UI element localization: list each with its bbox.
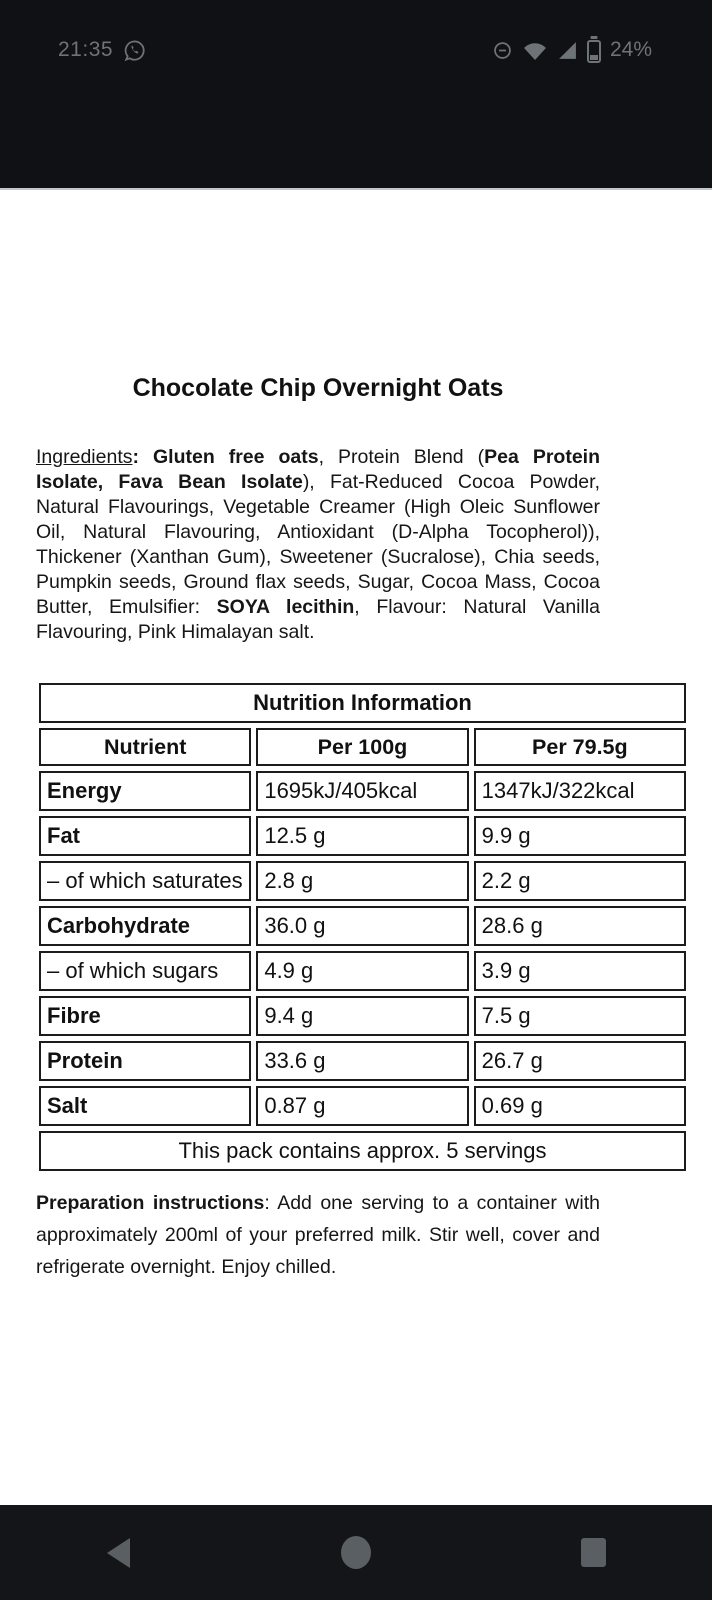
table-header-row: Nutrient Per 100g Per 79.5g	[39, 728, 686, 766]
per-100g-cell: 9.4 g	[256, 996, 469, 1036]
per-serving-cell: 26.7 g	[473, 1041, 686, 1081]
text-segment: ), Fat-Reduced Cocoa Powder, Natural Fla…	[36, 471, 600, 618]
battery-icon	[586, 40, 601, 63]
page-title: Chocolate Chip Overnight Oats	[132, 374, 504, 402]
home-icon	[340, 1536, 371, 1569]
wifi-icon	[522, 40, 548, 61]
nutrient-cell: Fibre	[39, 996, 252, 1036]
nutrient-cell: Carbohydrate	[39, 906, 252, 946]
nutrient-cell: Salt	[39, 1086, 252, 1126]
text-segment: Gluten free oats	[152, 446, 319, 468]
back-button[interactable]	[84, 1518, 154, 1588]
table-row: Protein 33.6 g 26.7 g	[39, 1041, 686, 1081]
per-100g-cell: 36.0 g	[256, 906, 469, 946]
table-row: – of which sugars 4.9 g 3.9 g	[39, 951, 686, 991]
status-area: 21:35	[0, 0, 712, 190]
nav-slot-back	[0, 1518, 237, 1588]
do-not-disturb-icon	[492, 40, 513, 61]
ingredients-paragraph: Ingredients: Gluten free oats, Protein B…	[36, 445, 600, 645]
text-segment: Pea Protein Isolate, Fava Bean Isolate	[36, 446, 601, 493]
per-serving-cell: 9.9 g	[473, 816, 686, 856]
per-serving-cell: 3.9 g	[473, 951, 686, 991]
nutrition-table: Nutrition Information Nutrient Per 100g …	[34, 678, 691, 1176]
per-serving-cell: 0.69 g	[473, 1086, 686, 1126]
nutrient-cell: Energy	[39, 771, 252, 811]
preparation-paragraph: Preparation instructions: Add one servin…	[36, 1187, 600, 1283]
per-100g-cell: 0.87 g	[256, 1086, 469, 1126]
table-footer-row: This pack contains approx. 5 servings	[39, 1131, 686, 1171]
nutrient-cell: Protein	[39, 1041, 252, 1081]
document-view: Chocolate Chip Overnight Oats Ingredient…	[0, 190, 712, 1505]
nav-slot-home	[237, 1518, 474, 1588]
nutrient-cell: – of which saturates	[39, 861, 252, 901]
table-row: Carbohydrate 36.0 g 28.6 g	[39, 906, 686, 946]
text-segment: : Add one serving to a container with ap…	[36, 1192, 600, 1278]
nav-slot-recents	[475, 1518, 712, 1588]
status-bar-left: 21:35	[58, 38, 147, 63]
nutrient-cell: – of which sugars	[39, 951, 252, 991]
per-serving-cell: 7.5 g	[473, 996, 686, 1036]
per-100g-cell: 1695kJ/405kcal	[256, 771, 469, 811]
text-segment: , Protein Blend (	[318, 446, 485, 468]
table-row: Fibre 9.4 g 7.5 g	[39, 996, 686, 1036]
per-serving-cell: 2.2 g	[473, 861, 686, 901]
per-100g-cell: 4.9 g	[256, 951, 469, 991]
per-100g-cell: 2.8 g	[256, 861, 469, 901]
servings-note: This pack contains approx. 5 servings	[39, 1131, 686, 1171]
per-100g-cell: 12.5 g	[256, 816, 469, 856]
android-nav-bar	[0, 1505, 712, 1600]
column-header-nutrient: Nutrient	[39, 728, 252, 766]
text-segment: , Flavour: Natural Vanilla Flavouring, P…	[36, 596, 601, 643]
battery-percent-text: 24%	[609, 38, 652, 61]
whatsapp-notification-icon	[122, 38, 147, 63]
home-button[interactable]	[321, 1518, 391, 1588]
table-row: Fat 12.5 g 9.9 g	[39, 816, 686, 856]
per-serving-cell: 1347kJ/322kcal	[473, 771, 686, 811]
table-title: Nutrition Information	[39, 683, 686, 723]
table-title-row: Nutrition Information	[39, 683, 686, 723]
text-segment: :	[132, 446, 153, 468]
clock-text: 21:35	[58, 38, 114, 61]
text-segment: SOYA lecithin	[216, 596, 355, 618]
back-icon	[107, 1537, 131, 1568]
nutrient-cell: Fat	[39, 816, 252, 856]
recents-icon	[580, 1538, 606, 1567]
status-bar: 21:35	[0, 28, 712, 72]
table-row: Energy 1695kJ/405kcal 1347kJ/322kcal	[39, 771, 686, 811]
column-header-per-serving: Per 79.5g	[473, 728, 686, 766]
text-segment: Preparation instructions	[36, 1192, 265, 1214]
status-bar-right: 24%	[492, 37, 652, 63]
table-row: – of which saturates 2.8 g 2.2 g	[39, 861, 686, 901]
recents-button[interactable]	[558, 1518, 628, 1588]
table-row: Salt 0.87 g 0.69 g	[39, 1086, 686, 1126]
text-segment: Ingredients	[36, 446, 133, 468]
per-100g-cell: 33.6 g	[256, 1041, 469, 1081]
cellular-signal-icon	[557, 40, 578, 61]
per-serving-cell: 28.6 g	[473, 906, 686, 946]
column-header-per-100g: Per 100g	[256, 728, 469, 766]
